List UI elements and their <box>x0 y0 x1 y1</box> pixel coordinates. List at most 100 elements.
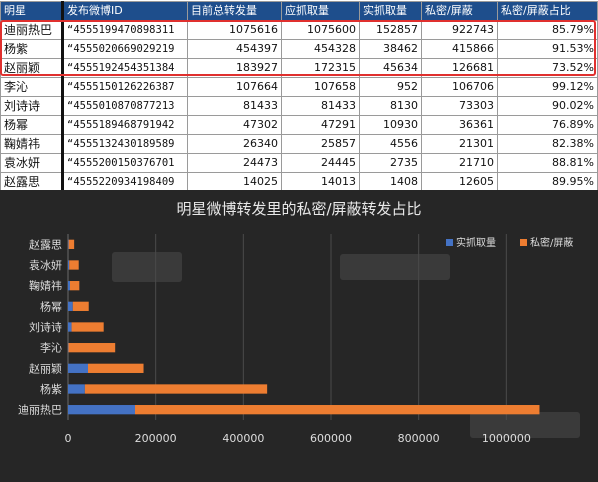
blurred-watermark <box>470 412 580 438</box>
legend-label: 私密/屏蔽 <box>530 236 573 249</box>
data-table: 明星 发布微博ID 目前总转发量 应抓取量 实抓取量 私密/屏蔽 私密/屏蔽占比 迪丽热巴 “… <box>0 1 598 192</box>
legend-swatch <box>520 239 527 246</box>
table-row: 赵露思 “4555220934198409 14025 14013 1408 12605 8… <box>0 172 598 192</box>
value-cell: 21301 <box>421 134 498 154</box>
bar-segment <box>68 239 75 249</box>
category-label: 杨幂 <box>40 299 62 313</box>
table-row: 迪丽热巴 “4555199470898311 1075616 1075600 15285… <box>0 20 598 40</box>
star-name-cell: 鞠婧祎 <box>0 134 63 154</box>
value-cell: 14025 <box>187 172 282 192</box>
star-name-cell: 杨幂 <box>0 115 63 135</box>
weibo-id-cell: “4555150126226387 <box>61 77 188 97</box>
category-label: 赵露思 <box>29 237 62 251</box>
column-header: 发布微博ID <box>61 1 188 21</box>
x-tick-label: 400000 <box>222 432 264 445</box>
weibo-id-cell: “4555200150376701 <box>61 153 188 173</box>
column-header: 私密/屏蔽占比 <box>497 1 598 21</box>
bar-segment <box>72 301 89 311</box>
star-name-cell: 李沁 <box>0 77 63 97</box>
value-cell: 47302 <box>187 115 282 135</box>
bar-segment <box>84 384 268 394</box>
data-table-area: 明星 发布微博ID 目前总转发量 应抓取量 实抓取量 私密/屏蔽 私密/屏蔽占比 迪丽热巴 “… <box>0 0 598 192</box>
value-cell: 26340 <box>187 134 282 154</box>
weibo-id-cell: “4555010870877213 <box>61 96 188 116</box>
x-tick-label: 600000 <box>310 432 352 445</box>
column-header: 私密/屏蔽 <box>421 1 498 21</box>
column-header: 明星 <box>0 1 63 21</box>
value-cell: 21710 <box>421 153 498 173</box>
x-tick-label: 800000 <box>398 432 440 445</box>
value-cell: 45634 <box>359 58 422 78</box>
x-tick-label: 200000 <box>135 432 177 445</box>
bar-segment <box>69 260 79 270</box>
bar-segment <box>68 260 70 270</box>
value-cell: 82.38% <box>497 134 598 154</box>
bar-segment <box>68 322 72 332</box>
category-label: 鞠婧祎 <box>29 279 62 293</box>
star-name-cell: 刘诗诗 <box>0 96 63 116</box>
column-header: 应抓取量 <box>281 1 360 21</box>
value-cell: 4556 <box>359 134 422 154</box>
category-label: 袁冰妍 <box>29 258 62 272</box>
value-cell: 81433 <box>281 96 360 116</box>
weibo-id-cell: “4555192454351384 <box>61 58 188 78</box>
value-cell: 922743 <box>421 20 498 40</box>
value-cell: 172315 <box>281 58 360 78</box>
star-name-cell: 袁冰妍 <box>0 153 63 173</box>
blurred-watermark <box>340 254 450 280</box>
value-cell: 106706 <box>421 77 498 97</box>
value-cell: 90.02% <box>497 96 598 116</box>
value-cell: 126681 <box>421 58 498 78</box>
value-cell: 85.79% <box>497 20 598 40</box>
chart-title: 明星微博转发里的私密/屏蔽转发占比 <box>176 200 421 218</box>
value-cell: 89.95% <box>497 172 598 192</box>
table-row: 李沁 “4555150126226387 107664 107658 952 106706… <box>0 77 598 97</box>
value-cell: 1075616 <box>187 20 282 40</box>
value-cell: 1408 <box>359 172 422 192</box>
value-cell: 24473 <box>187 153 282 173</box>
bar-segment <box>88 363 144 373</box>
value-cell: 91.53% <box>497 39 598 59</box>
bar-segment <box>68 405 136 415</box>
value-cell: 8130 <box>359 96 422 116</box>
category-label: 赵丽颖 <box>29 361 62 375</box>
value-cell: 2735 <box>359 153 422 173</box>
bar-segment <box>68 239 69 249</box>
category-label: 李沁 <box>40 341 62 355</box>
value-cell: 36361 <box>421 115 498 135</box>
legend-swatch <box>446 239 453 246</box>
weibo-id-cell: “4555199470898311 <box>61 20 188 40</box>
table-row: 赵丽颖 “4555192454351384 183927 172315 45634 126… <box>0 58 598 78</box>
bar-segment <box>69 281 80 291</box>
bar-segment <box>71 322 104 332</box>
value-cell: 10930 <box>359 115 422 135</box>
value-cell: 415866 <box>421 39 498 59</box>
value-cell: 1075600 <box>281 20 360 40</box>
value-cell: 107664 <box>187 77 282 97</box>
category-label: 刘诗诗 <box>29 320 62 334</box>
bar-segment <box>68 363 89 373</box>
bar-segment <box>68 281 70 291</box>
value-cell: 454328 <box>281 39 360 59</box>
legend-label: 实抓取量 <box>456 236 496 249</box>
value-cell: 38462 <box>359 39 422 59</box>
value-cell: 14013 <box>281 172 360 192</box>
star-name-cell: 杨紫 <box>0 39 63 59</box>
table-row: 杨紫 “4555020669029219 454397 454328 38462 4158… <box>0 39 598 59</box>
table-row: 鞠婧祎 “4555132430189589 26340 25857 4556 21301 8… <box>0 134 598 154</box>
value-cell: 107658 <box>281 77 360 97</box>
value-cell: 81433 <box>187 96 282 116</box>
value-cell: 73.52% <box>497 58 598 78</box>
value-cell: 99.12% <box>497 77 598 97</box>
category-label: 迪丽热巴 <box>18 404 62 417</box>
value-cell: 952 <box>359 77 422 97</box>
value-cell: 24445 <box>281 153 360 173</box>
bar-segment <box>68 384 85 394</box>
bar-segment <box>68 343 116 353</box>
table-row: 袁冰妍 “4555200150376701 24473 24445 2735 21710 8… <box>0 153 598 173</box>
x-tick-label: 1000000 <box>482 432 531 445</box>
value-cell: 88.81% <box>497 153 598 173</box>
weibo-id-cell: “4555132430189589 <box>61 134 188 154</box>
column-header: 实抓取量 <box>359 1 422 21</box>
